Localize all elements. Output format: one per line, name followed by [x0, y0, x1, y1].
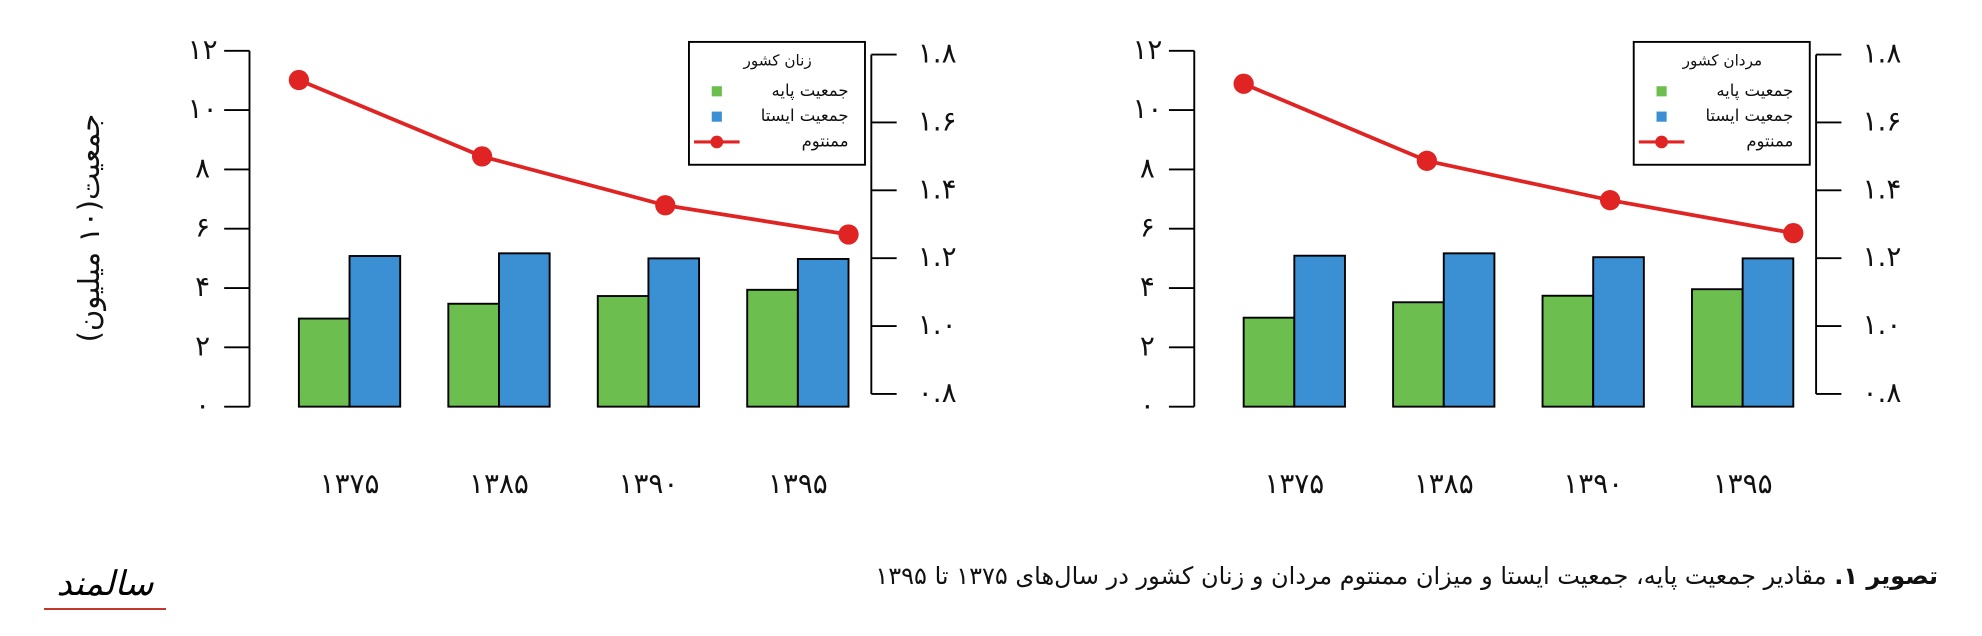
- momentum-point: [471, 146, 493, 167]
- y-tick-label: ۰: [1140, 389, 1155, 422]
- legend-label: ممنتوم: [1746, 131, 1793, 151]
- y2-tick-label: ۱.۲: [1863, 240, 1902, 273]
- bar: [746, 288, 799, 408]
- legend-title: زنان کشور: [743, 51, 812, 69]
- y-tick-label: ۰: [195, 389, 210, 422]
- bar: [498, 252, 551, 408]
- momentum-point: [1233, 73, 1254, 94]
- momentum-point: [1599, 190, 1621, 211]
- x-tick-label: ۱۳۸۵: [1414, 467, 1474, 500]
- legend-label: جمعیت ایستا: [761, 106, 849, 125]
- logo: سالمند: [44, 560, 166, 610]
- legend-swatch: [711, 86, 722, 97]
- bar: [796, 258, 850, 408]
- y-tick-label: ۲: [1140, 329, 1155, 362]
- legend-dot: [710, 135, 724, 149]
- bar: [1442, 252, 1496, 408]
- momentum-line: [1242, 82, 1794, 235]
- momentum-point: [838, 224, 859, 245]
- legend-dot: [1655, 135, 1668, 149]
- y-axis-label: جمعیت(۱۰ میلیون): [72, 114, 106, 343]
- x-tick-label: ۱۳۷۵: [320, 467, 380, 500]
- y-tick-label: ۲: [195, 329, 210, 362]
- y2-tick-label: ۱.۲: [918, 240, 957, 273]
- legend-label: جمعیت پایه: [772, 81, 849, 101]
- x-tick-label: ۱۳۷۵: [1264, 467, 1324, 500]
- legend-label: جمعیت ایستا: [1706, 106, 1794, 125]
- bar: [447, 302, 500, 408]
- y2-tick-label: ۰.۸: [918, 376, 957, 409]
- bar: [1293, 254, 1346, 408]
- momentum-point: [288, 69, 310, 91]
- y2-tick-label: ۱.۶: [918, 104, 957, 137]
- y-tick-label: ۸: [195, 151, 210, 184]
- y2-tick-label: ۱.۶: [1863, 104, 1902, 137]
- bar: [1691, 288, 1744, 408]
- legend-label: جمعیت پایه: [1716, 81, 1793, 101]
- legend-title: مردان کشور: [1682, 51, 1762, 69]
- y-tick-label: ۶: [195, 211, 210, 244]
- x-tick-label: ۱۳۹۰: [1563, 467, 1623, 500]
- momentum-point: [1416, 150, 1438, 171]
- y-tick-label: ۴: [195, 270, 210, 303]
- bar: [1592, 256, 1645, 408]
- legend-swatch: [1656, 111, 1667, 122]
- y2-tick-label: ۱.۰: [918, 308, 957, 341]
- y-tick-label: ۸: [1140, 151, 1155, 184]
- y2-tick-label: ۰.۸: [1863, 376, 1902, 409]
- y2-tick-label: ۱.۴: [1863, 172, 1902, 205]
- caption-text: مقادیر جمعیت پایه، جمعیت ایستا و میزان م…: [875, 562, 1827, 590]
- legend-swatch: [711, 111, 722, 122]
- legend-label: ممنتوم: [802, 131, 849, 151]
- y-tick-label: ۱۲: [188, 33, 218, 66]
- caption-bold: تصویر ۱.: [1834, 562, 1938, 590]
- bar: [297, 317, 351, 408]
- bar: [1242, 316, 1296, 408]
- momentum-line: [298, 78, 849, 237]
- x-tick-label: ۱۳۹۰: [618, 467, 678, 500]
- bar: [647, 257, 701, 408]
- y-tick-label: ۱۲: [1132, 33, 1162, 66]
- momentum-point: [655, 195, 676, 216]
- y-tick-label: ۱۰: [1132, 92, 1162, 125]
- bar: [596, 295, 650, 408]
- x-tick-label: ۱۳۹۵: [768, 467, 828, 500]
- x-tick-label: ۱۳۹۵: [1713, 467, 1773, 500]
- y-tick-label: ۶: [1140, 211, 1155, 244]
- y2-tick-label: ۱.۴: [918, 172, 957, 205]
- legend-swatch: [1656, 86, 1667, 97]
- caption: تصویر ۱. مقادیر جمعیت پایه، جمعیت ایستا …: [875, 562, 1938, 590]
- bar: [1392, 301, 1445, 408]
- y2-tick-label: ۱.۸: [918, 37, 957, 70]
- momentum-point: [1783, 222, 1804, 244]
- bar: [348, 255, 402, 408]
- bar: [1741, 257, 1795, 408]
- y-tick-label: ۱۰: [188, 92, 218, 125]
- y-tick-label: ۴: [1140, 270, 1155, 303]
- bar: [1541, 294, 1595, 408]
- y2-tick-label: ۱.۸: [1863, 37, 1902, 70]
- y2-tick-label: ۱.۰: [1863, 308, 1902, 341]
- x-tick-label: ۱۳۸۵: [469, 467, 529, 500]
